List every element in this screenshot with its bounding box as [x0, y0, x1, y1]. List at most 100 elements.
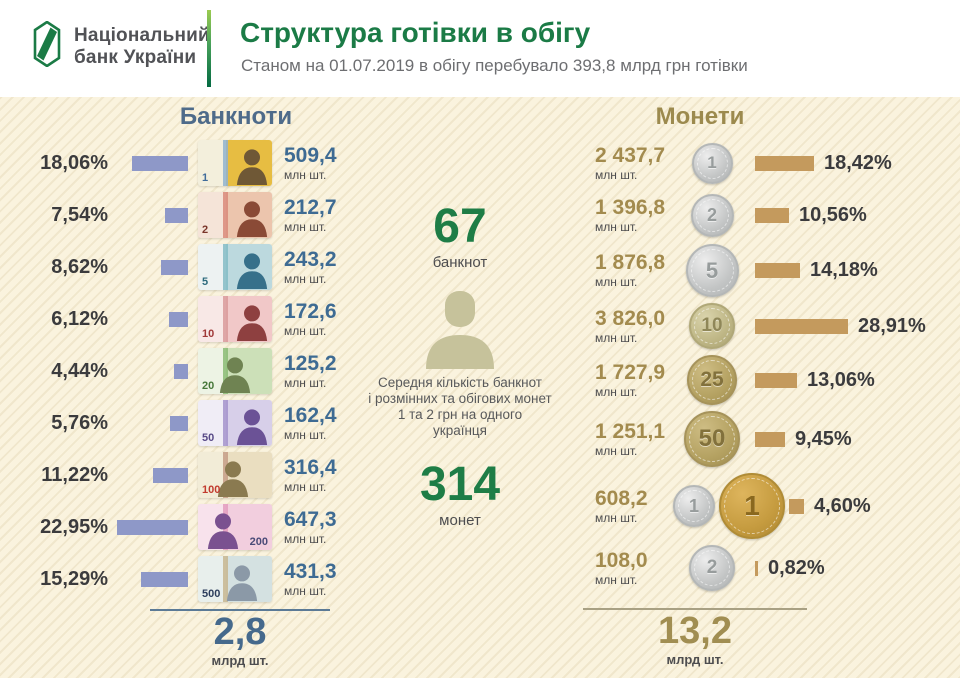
average-description-line: Середня кількість банкнот: [378, 375, 542, 390]
banknote-bar-track: [116, 155, 188, 171]
average-description: Середня кількість банкнот і розмінних та …: [350, 375, 570, 439]
coin-value-block: 2 437,7 млн шт.: [595, 145, 673, 182]
coin-image: 50: [684, 411, 740, 467]
banknote-bar: [165, 207, 188, 223]
banknote-percent: 22,95%: [40, 515, 108, 538]
banknote-percent: 6,12%: [51, 307, 108, 330]
banknote-value: 212,7: [284, 195, 337, 219]
banknote-unit: млн шт.: [284, 219, 327, 234]
banknote-row: 8,62% 5 243,2 млн шт.: [28, 241, 346, 293]
coin-value-block: 1 396,8 млн шт.: [595, 197, 673, 234]
coin-row: 1 727,9 млн шт. 25 13,06%: [583, 352, 955, 408]
banknote-row: 22,95% 200 647,3 млн шт.: [28, 501, 346, 553]
average-description-line: і розмінних та обігових монет: [368, 390, 552, 406]
coin-image: 10: [689, 303, 735, 349]
banknote-image: 1: [198, 140, 272, 186]
avg-banknotes-count: 67: [433, 200, 487, 253]
coin-value: 1 876,8: [595, 251, 666, 274]
banknotes-total: 2,8 млрд шт.: [150, 609, 330, 668]
coin-unit: млн шт.: [595, 572, 638, 587]
coin-row: 2 437,7 млн шт. 1 18,42%: [583, 137, 955, 189]
bank-name-line2: банк України: [74, 47, 197, 69]
coins-column: Монети 2 437,7 млн шт. 1 18,42% 1 396,8 …: [583, 103, 955, 667]
banknote-row: 7,54% 2 212,7 млн шт.: [28, 189, 346, 241]
banknote-bar-track: [116, 311, 188, 327]
coin-bar: [755, 263, 800, 278]
banknote-bar-track: [116, 467, 188, 483]
banknote-percent: 18,06%: [40, 151, 108, 174]
banknote-row: 4,44% 20 125,2 млн шт.: [28, 345, 346, 397]
coin-value-block: 3 826,0 млн шт.: [595, 308, 673, 345]
coin-rows: 2 437,7 млн шт. 1 18,42% 1 396,8 млн шт.…: [583, 137, 955, 594]
banknote-percent: 7,54%: [51, 203, 108, 226]
banknote-strip: [223, 452, 229, 498]
bank-name-line1: Національний: [74, 25, 210, 46]
banknote-image: 2: [198, 192, 272, 238]
coin-images: 10: [673, 303, 751, 349]
coin-value: 1 396,8: [595, 195, 666, 219]
banknotes-column: Банкноти 18,06% 1 509,4 млн шт. 7,54%: [28, 103, 346, 668]
banknote-row: 11,22% 100 316,4 млн шт.: [28, 449, 346, 501]
coin-value-block: 1 876,8 млн шт.: [595, 252, 673, 289]
banknote-image: 500: [198, 556, 272, 602]
coin-images: 25: [673, 355, 751, 405]
avg-banknotes-label: банкнот: [432, 254, 488, 271]
banknote-bar: [132, 155, 188, 171]
coin-value: 3 826,0: [595, 306, 666, 330]
banknote-portrait-icon: [237, 305, 268, 342]
coin-value: 108,0: [595, 548, 648, 572]
coin-image: 1: [691, 142, 733, 184]
banknote-portrait-icon: [219, 357, 250, 394]
banknote-image: 5: [198, 244, 272, 290]
banknote-bar-track: [116, 415, 188, 431]
banknote-value: 431,3: [284, 559, 337, 583]
center-column: 67 банкнот Середня кількість банкнот і ро…: [350, 97, 570, 529]
coins-total-unit: млрд шт.: [666, 651, 724, 667]
coin-bar: [755, 431, 785, 447]
banknote-unit: млн шт.: [284, 583, 327, 598]
banknote-bar-track: [116, 259, 188, 275]
banknote-value-block: 125,2 млн шт.: [284, 353, 337, 390]
coin-percent: 28,91%: [858, 314, 926, 337]
banknote-row: 15,29% 500 431,3 млн шт.: [28, 553, 346, 605]
average-description-line: 1 та 2 грн на одного: [397, 406, 523, 422]
banknote-value-block: 647,3 млн шт.: [284, 509, 337, 546]
banknote-bar: [161, 259, 188, 275]
banknote-unit: млн шт.: [284, 427, 327, 442]
average-description-line: українця: [433, 422, 487, 438]
banknote-value-block: 162,4 млн шт.: [284, 405, 337, 442]
banknote-percent: 5,76%: [51, 411, 108, 434]
coin-image: 2: [690, 193, 734, 237]
bank-name: Національний банк України: [74, 25, 210, 70]
banknote-value-block: 212,7 млн шт.: [284, 197, 337, 234]
header-divider: [207, 10, 211, 87]
banknote-value: 316,4: [284, 455, 337, 479]
banknote-denomination: 100: [202, 484, 221, 496]
coin-bar: [755, 207, 789, 223]
banknote-bar: [174, 363, 188, 379]
infographic-body: Банкноти 18,06% 1 509,4 млн шт. 7,54%: [0, 97, 960, 678]
coin-percent: 0,82%: [768, 556, 825, 579]
banknote-portrait-icon: [237, 409, 268, 446]
coin-bar: [755, 560, 758, 576]
person-icon: [426, 291, 494, 369]
banknote-image: 200: [198, 504, 272, 550]
coin-bar: [755, 318, 848, 334]
banknote-strip: [223, 400, 229, 446]
banknote-strip: [223, 348, 229, 394]
coin-unit: млн шт.: [595, 167, 638, 182]
avg-coins-stat: 314 монет: [350, 460, 570, 529]
coin-bar: [755, 372, 797, 388]
coin-images: 2: [673, 193, 751, 237]
banknote-strip: [223, 244, 229, 290]
coin-value: 1 251,1: [595, 419, 666, 443]
banknote-value-block: 431,3 млн шт.: [284, 561, 337, 598]
banknote-unit: млн шт.: [284, 375, 327, 390]
coin-percent: 10,56%: [799, 203, 867, 226]
coin-unit: млн шт.: [595, 384, 638, 399]
banknote-percent: 11,22%: [41, 463, 108, 486]
coin-image: 25: [687, 355, 737, 405]
banknote-strip: [223, 556, 229, 602]
